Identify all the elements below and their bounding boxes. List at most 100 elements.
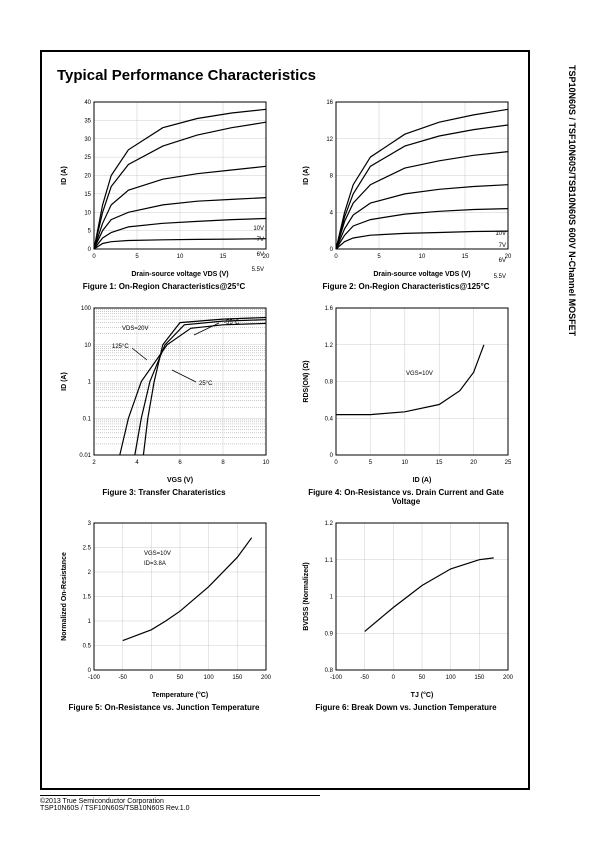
svg-text:20: 20 (84, 174, 91, 180)
svg-text:25°C: 25°C (199, 381, 213, 387)
svg-text:40: 40 (84, 100, 91, 106)
svg-text:12: 12 (326, 137, 333, 143)
fig6-chart: -100-500501001502000.80.911.11.2TJ (°C)B… (296, 515, 516, 700)
svg-text:150: 150 (474, 675, 485, 681)
svg-text:35: 35 (84, 118, 91, 124)
svg-text:15: 15 (84, 192, 91, 198)
footer: ©2013 True Semiconductor Corporation TSP… (40, 795, 320, 812)
svg-text:15: 15 (220, 254, 227, 260)
svg-text:VGS=10V: VGS=10V (406, 371, 433, 377)
svg-text:0: 0 (88, 247, 92, 253)
svg-text:10: 10 (177, 254, 184, 260)
svg-text:Drain-source voltage VDS (V): Drain-source voltage VDS (V) (131, 271, 228, 278)
footer-revision: TSP10N60S / TSF10N60S/TSB10N60S Rev.1.0 (40, 805, 320, 812)
svg-text:-55°C: -55°C (224, 320, 240, 326)
svg-text:100: 100 (204, 675, 215, 681)
svg-text:15: 15 (462, 254, 469, 260)
svg-text:0: 0 (150, 675, 154, 681)
svg-text:0: 0 (330, 247, 334, 253)
svg-text:8: 8 (221, 460, 225, 466)
svg-text:1.1: 1.1 (325, 558, 334, 564)
svg-text:0: 0 (334, 460, 338, 466)
fig3-chart: 2468100.010.1110100VGS (V)ID (A)VDS=20V-… (54, 300, 274, 485)
svg-text:5: 5 (369, 460, 373, 466)
fig5-caption: Figure 5: On-Resistance vs. Junction Tem… (68, 703, 259, 713)
fig2-chart: 051015200481216Drain-source voltage VDS … (296, 94, 516, 279)
fig1-caption: Figure 1: On-Region Characteristics@25°C (83, 282, 246, 292)
svg-text:6V: 6V (499, 258, 506, 264)
svg-text:25: 25 (84, 155, 91, 161)
svg-text:125°C: 125°C (112, 344, 129, 350)
svg-text:0.9: 0.9 (325, 631, 334, 637)
svg-text:100: 100 (81, 306, 92, 312)
svg-text:2.5: 2.5 (83, 545, 92, 551)
svg-text:TJ (°C): TJ (°C) (411, 691, 434, 699)
svg-text:4: 4 (135, 460, 139, 466)
svg-text:0: 0 (334, 254, 338, 260)
section-title: Typical Performance Characteristics (57, 67, 518, 84)
svg-text:ID (A): ID (A) (61, 166, 68, 185)
svg-text:0: 0 (88, 668, 92, 674)
svg-text:10: 10 (263, 460, 270, 466)
svg-text:ID (A): ID (A) (303, 166, 310, 185)
fig1-chart: 051015200510152025303540Drain-source vol… (54, 94, 274, 279)
svg-text:ID (A): ID (A) (61, 372, 68, 391)
svg-text:VGS=10V: VGS=10V (144, 551, 171, 557)
fig3-caption: Figure 3: Transfer Charateristics (102, 488, 225, 498)
svg-text:1.2: 1.2 (325, 342, 334, 348)
svg-text:5: 5 (88, 229, 92, 235)
svg-text:VGS (V): VGS (V) (167, 477, 193, 484)
svg-text:50: 50 (177, 675, 184, 681)
svg-text:Normalized On-Resistance: Normalized On-Resistance (61, 552, 68, 641)
svg-text:10V: 10V (253, 226, 264, 232)
svg-text:1.2: 1.2 (325, 521, 334, 527)
svg-text:0.1: 0.1 (83, 416, 92, 422)
svg-text:RDS(ON) (Ω): RDS(ON) (Ω) (303, 360, 310, 402)
svg-text:0.8: 0.8 (325, 668, 334, 674)
svg-text:10: 10 (401, 460, 408, 466)
svg-text:150: 150 (232, 675, 243, 681)
svg-text:200: 200 (503, 675, 514, 681)
svg-text:BVDSS (Normalized): BVDSS (Normalized) (303, 562, 310, 630)
fig5-chart: -100-5005010015020000.511.522.53Temperat… (54, 515, 274, 700)
svg-text:7V: 7V (257, 237, 264, 243)
fig2-caption: Figure 2: On-Region Characteristics@125°… (322, 282, 489, 292)
svg-text:VDS=20V: VDS=20V (122, 326, 149, 332)
fig4-caption: Figure 4: On-Resistance vs. Drain Curren… (294, 488, 518, 507)
svg-text:10V: 10V (495, 231, 506, 237)
svg-text:0: 0 (392, 675, 396, 681)
fig4-chart: 051015202500.40.81.21.6ID (A)RDS(ON) (Ω)… (296, 300, 516, 485)
content-frame: Typical Performance Characteristics 0510… (40, 50, 530, 790)
svg-text:ID (A): ID (A) (413, 477, 432, 484)
chart-grid: 051015200510152025303540Drain-source vol… (52, 94, 518, 712)
svg-text:1.6: 1.6 (325, 306, 334, 312)
svg-text:1: 1 (88, 379, 92, 385)
svg-text:5: 5 (135, 254, 139, 260)
svg-text:200: 200 (261, 675, 272, 681)
svg-text:5.5V: 5.5V (494, 274, 506, 279)
svg-text:1: 1 (88, 619, 92, 625)
product-title: TSP10N60S / TSF10N60S/TSB10N60S 600V N-C… (559, 65, 577, 465)
svg-text:50: 50 (419, 675, 426, 681)
svg-text:100: 100 (446, 675, 457, 681)
svg-text:Drain-source voltage VDS (V): Drain-source voltage VDS (V) (373, 271, 470, 278)
svg-text:7V: 7V (499, 243, 506, 249)
svg-text:16: 16 (326, 100, 333, 106)
svg-text:15: 15 (436, 460, 443, 466)
svg-text:1.5: 1.5 (83, 594, 92, 600)
svg-text:-50: -50 (118, 675, 127, 681)
svg-text:3: 3 (88, 521, 92, 527)
svg-text:6V: 6V (257, 252, 264, 258)
footer-copyright: ©2013 True Semiconductor Corporation (40, 798, 320, 805)
svg-text:ID=3.8A: ID=3.8A (144, 561, 166, 567)
svg-text:25: 25 (505, 460, 512, 466)
svg-text:0: 0 (92, 254, 96, 260)
svg-text:1: 1 (330, 594, 334, 600)
svg-text:30: 30 (84, 137, 91, 143)
svg-text:10: 10 (84, 210, 91, 216)
fig6-caption: Figure 6: Break Down vs. Junction Temper… (315, 703, 496, 713)
svg-text:8: 8 (330, 174, 334, 180)
svg-text:-50: -50 (360, 675, 369, 681)
svg-text:6: 6 (178, 460, 182, 466)
svg-text:2: 2 (88, 570, 92, 576)
